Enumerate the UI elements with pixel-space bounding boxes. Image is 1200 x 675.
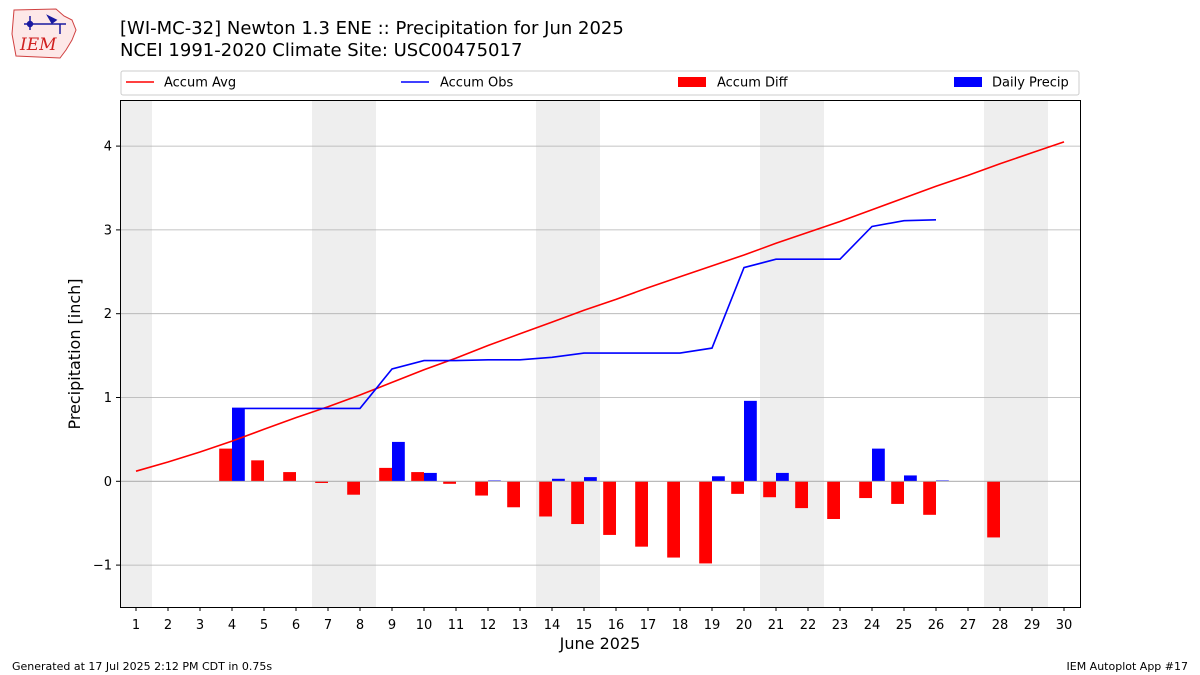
weekend-shade (120, 100, 152, 607)
accum-diff-bar (539, 481, 552, 517)
x-tick-label: 26 (928, 618, 945, 633)
x-tick-label: 23 (832, 618, 849, 633)
x-tick-label: 3 (196, 618, 204, 633)
x-tick-label: 25 (896, 618, 913, 633)
weekend-shade (312, 100, 376, 607)
legend-box (120, 70, 1080, 96)
daily-precip-bar (776, 472, 789, 482)
x-tick-label: 1 (132, 618, 140, 633)
x-tick-label: 13 (512, 618, 529, 633)
x-tick-label: 20 (736, 618, 753, 633)
y-axis-label: Precipitation [inch] (65, 278, 84, 429)
chart-title: [WI-MC-32] Newton 1.3 ENE :: Precipitati… (120, 18, 624, 39)
accum-diff-bar (827, 481, 840, 520)
legend-label-accum-obs: Accum Obs (440, 76, 513, 91)
weather-station-icon (24, 14, 66, 34)
y-tick-label: 2 (104, 307, 112, 322)
x-tick-label: 14 (544, 618, 561, 633)
accum-diff-bar (667, 481, 680, 558)
x-tick-label: 9 (388, 618, 396, 633)
accum-diff-bar (443, 481, 456, 484)
accum-diff-bar (891, 481, 904, 504)
x-tick-label: 22 (800, 618, 817, 633)
legend-label-daily-precip: Daily Precip (992, 76, 1069, 91)
accum-diff-bar (475, 481, 488, 496)
legend: Accum Avg Accum Obs Accum Diff Daily Pre… (120, 70, 1080, 96)
accum-diff-bar (379, 467, 392, 482)
accum-diff-bar (219, 448, 232, 482)
daily-precip-bar (904, 475, 917, 482)
x-tick-label: 7 (324, 618, 332, 633)
legend-swatch-accum-diff (678, 77, 706, 87)
chart-subtitle: NCEI 1991-2020 Climate Site: USC00475017 (120, 40, 523, 61)
iem-logo: IEM (11, 8, 77, 59)
daily-precip-bar (936, 480, 949, 482)
daily-precip-bar (712, 476, 725, 482)
x-tick-label: 12 (480, 618, 497, 633)
accum-diff-bar (923, 481, 936, 515)
accum-obs-line (232, 219, 937, 410)
daily-precip-bar (872, 448, 885, 482)
accum-diff-bar (987, 481, 1000, 538)
daily-precip-bar (424, 472, 437, 482)
legend-label-accum-avg: Accum Avg (164, 76, 236, 91)
x-tick-label: 18 (672, 618, 689, 633)
accum-diff-bar (571, 481, 584, 525)
generated-note: Generated at 17 Jul 2025 2:12 PM CDT in … (12, 660, 273, 673)
x-tick-label: 2 (164, 618, 172, 633)
daily-precip-bar (232, 408, 245, 482)
accum-diff-bar (859, 481, 872, 499)
x-tick-label: 24 (864, 618, 881, 633)
accum-diff-bar (699, 481, 712, 564)
y-tick-label: 4 (104, 140, 112, 155)
x-tick-label: 5 (260, 618, 268, 633)
x-tick-label: 21 (768, 618, 785, 633)
x-tick-label: 8 (356, 618, 364, 633)
y-tick-label: 1 (104, 391, 112, 406)
accum-diff-bar (731, 481, 744, 494)
x-tick-label: 6 (292, 618, 300, 633)
weekend-shade (760, 100, 824, 607)
accum-diff-bar (315, 481, 328, 483)
accum-diff-bar (603, 481, 616, 535)
x-axis-label: June 2025 (559, 634, 641, 653)
x-tick-label: 27 (960, 618, 977, 633)
x-tick-label: 15 (576, 618, 593, 633)
x-tick-label: 16 (608, 618, 625, 633)
legend-label-accum-diff: Accum Diff (717, 76, 789, 91)
y-tick-label: 0 (104, 475, 112, 490)
x-tick-label: 17 (640, 618, 657, 633)
x-tick-label: 28 (992, 618, 1009, 633)
x-tick-label: 4 (228, 618, 236, 633)
daily-precip-bar (552, 478, 565, 482)
accum-diff-bar (251, 460, 264, 482)
x-tick-label: 10 (416, 618, 433, 633)
legend-swatch-daily-precip (954, 77, 982, 87)
x-tick-label: 29 (1024, 618, 1041, 633)
daily-precip-bar (488, 480, 501, 482)
app-credit: IEM Autoplot App #17 (1066, 660, 1189, 673)
y-tick-label: −1 (93, 559, 112, 574)
accum-diff-bar (635, 481, 648, 547)
accum-diff-bar (763, 481, 776, 498)
accum-diff-bar (795, 481, 808, 509)
accum-avg-line (135, 141, 1065, 472)
y-tick-label: 3 (104, 223, 112, 238)
x-tick-label: 19 (704, 618, 721, 633)
plot-frame (120, 100, 1081, 608)
daily-precip-bar (392, 441, 405, 482)
x-tick-label: 30 (1056, 618, 1073, 633)
logo-text: IEM (19, 35, 57, 55)
daily-precip-bar (584, 477, 597, 482)
accum-diff-bar (411, 472, 424, 482)
accum-diff-bar (283, 472, 296, 482)
accum-diff-bar (347, 481, 360, 495)
x-tick-label: 11 (448, 618, 465, 633)
daily-precip-bar (744, 400, 757, 482)
accum-diff-bar (507, 481, 520, 508)
